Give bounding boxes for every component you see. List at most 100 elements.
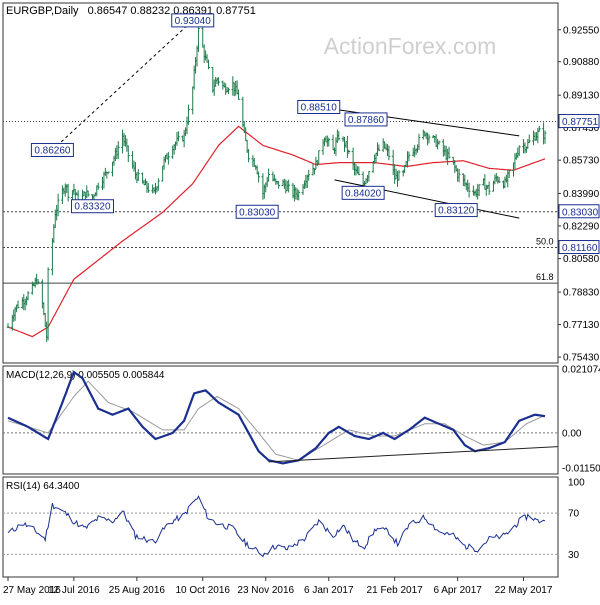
y-tick-label-3: 0.87430 [563,123,600,134]
annotation-box-6 [341,185,385,200]
annotation-label-5: 0.83030 [239,207,276,218]
candle [197,25,200,52]
candle [187,104,190,125]
candle [116,141,120,160]
candle [497,176,501,183]
candle [257,171,260,183]
level-tag-box-1 [558,204,600,219]
moving-average-line [7,125,546,338]
fib-label-61-8: 61.8 [536,272,554,282]
annotation-label-6: 0.84020 [345,188,382,199]
candle [347,149,351,154]
y-tick-label-2: 0.89130 [563,91,600,102]
rsi-y-label-70: 70 [568,509,580,520]
x-tick-label-7: 6 Apr 2017 [433,585,482,596]
macd-trendline [268,446,559,463]
level-tag-box-0 [558,114,600,129]
y-tick-label-5: 0.83990 [563,189,600,200]
macd-panel-frame [2,365,559,475]
level-tag-label-2: 0.81160 [562,243,598,254]
candle [26,291,30,301]
rsi-panel: 100 70 30 [3,478,585,561]
y-tick-label-4: 0.85730 [563,156,600,167]
candle [437,140,441,145]
candle [487,181,491,195]
candle [96,182,100,190]
annotation-label-7: 0.83120 [438,206,475,217]
annotation-box-7 [434,203,478,218]
y-tick-label-1: 0.90880 [563,57,600,68]
chart-header-symbol: EURGBP,Daily 0.86547 0.88232 0.86391 0.8… [6,5,256,17]
candle [397,170,401,181]
candle [207,59,210,70]
candle [307,169,311,181]
rsi-line [7,495,546,558]
candle [56,193,60,217]
candle [317,150,321,165]
price-y-axis: 0.92550 0.90880 0.89130 0.87430 0.85730 0.839… [558,25,600,364]
candle [407,151,411,162]
x-tick-label-8: 22 May 2017 [495,585,553,596]
y-tick-label-7: 0.80580 [563,254,600,265]
level-tag-label-1: 0.83030 [562,207,599,218]
candle [357,166,361,176]
candle [86,190,90,197]
y-tick-label-0: 0.92550 [563,25,600,36]
trendline-0 [52,20,194,151]
y-tick-label-10: 0.75430 [563,353,600,364]
candle [227,87,230,95]
y-tick-label-8: 0.78830 [563,288,600,299]
annotation-label-2: 0.87860 [348,115,385,126]
candle [277,180,281,189]
symbol-label: EURGBP,Daily [6,5,79,17]
candle [387,145,391,161]
rsi-title: RSI(14) 64.3400 [6,481,80,492]
candle [237,89,240,100]
candle [66,183,70,202]
candle [126,145,130,163]
level-tag-label-0: 0.87751 [562,117,599,128]
candle [427,134,431,144]
candle [537,125,541,132]
annotation-box-3 [30,143,74,158]
candle [217,77,220,86]
candle [327,137,331,147]
y-tick-label-6: 0.82290 [563,221,600,232]
x-tick-label-4: 23 Nov 2016 [237,585,294,596]
candle [417,133,421,151]
x-tick-label-0: 27 May 2016 [3,585,61,596]
candle [477,184,481,197]
price-annotations: 0.93040 0.88510 0.87860 0.86260 0.83320 0.830… [30,13,478,219]
watermark: ActionForex.com [324,33,497,59]
annotation-label-4: 0.83320 [74,202,111,213]
annotation-box-2 [344,112,388,127]
candle [146,183,150,193]
ma-line [7,125,546,338]
trendline-1 [318,106,520,137]
candle [457,168,461,183]
macd-panel: 0.021074 0.00 -0.011507 [3,364,600,474]
annotation-label-1: 0.88510 [301,103,338,114]
macd-signal-line [7,380,546,461]
candle [16,300,20,309]
rsi-y-label-100: 100 [568,478,585,489]
annotation-box-5 [235,204,279,219]
x-tick-label-6: 21 Feb 2017 [367,585,424,596]
macd-y-label-1: 0.00 [562,428,582,439]
candle [527,134,531,144]
candle [6,323,10,328]
candle [267,168,271,182]
candle [166,151,170,165]
x-tick-label-1: 12 Jul 2016 [48,585,100,596]
candle [517,145,521,156]
candle [507,169,511,178]
candle [467,182,471,198]
fib-label-50-0: 50.0 [536,237,554,247]
annotation-box-4 [70,199,114,214]
annotation-label-3: 0.86260 [34,146,71,157]
candle [543,130,547,144]
annotation-box-1 [297,100,341,115]
